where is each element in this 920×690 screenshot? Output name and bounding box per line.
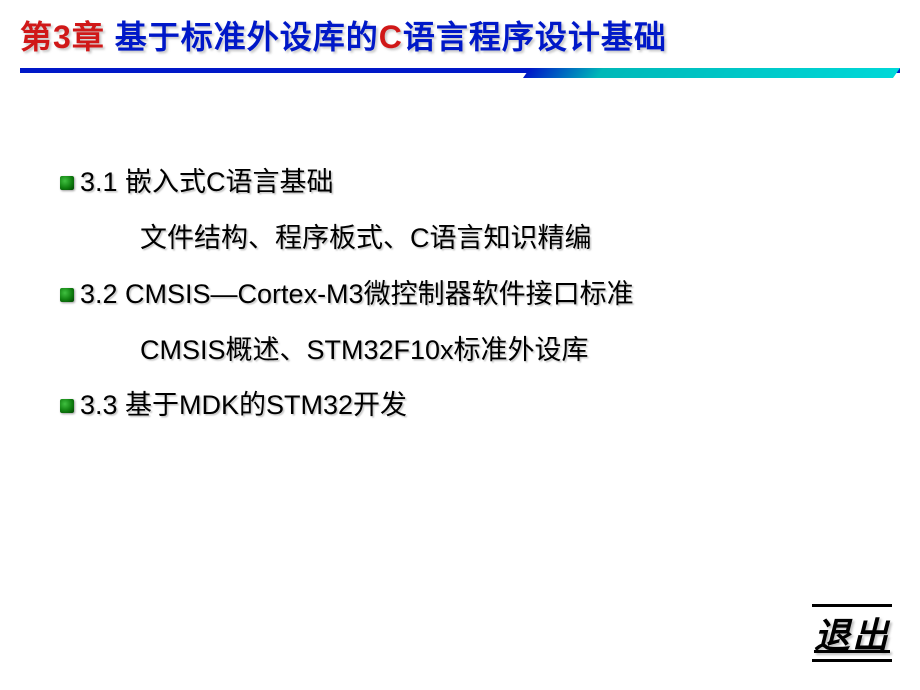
section-heading: 3.3 基于MDK的STM32开发	[80, 385, 407, 427]
title-divider	[20, 68, 900, 82]
bullet-icon	[60, 399, 74, 413]
divider-cyan-bar	[523, 68, 900, 78]
bullet-icon	[60, 176, 74, 190]
slide-title: 第3章 基于标准外设库的C语言程序设计基础	[20, 12, 900, 58]
title-region: 第3章 基于标准外设库的C语言程序设计基础	[0, 0, 920, 82]
section-sub: CMSIS概述、STM32F10x标准外设库	[140, 330, 870, 372]
content-area: 3.1 嵌入式C语言基础 文件结构、程序板式、C语言知识精编 3.2 CMSIS…	[0, 82, 920, 427]
title-part4: C	[379, 19, 403, 55]
title-part5: 语言程序设计基础	[403, 19, 667, 55]
section-heading: 3.2 CMSIS—Cortex-M3微控制器软件接口标准	[80, 274, 634, 316]
exit-button[interactable]: 退出	[812, 604, 892, 662]
bullet-icon	[60, 288, 74, 302]
title-part1: 第	[20, 19, 53, 55]
section-item: 3.2 CMSIS—Cortex-M3微控制器软件接口标准	[60, 274, 870, 316]
section-item: 3.1 嵌入式C语言基础	[60, 162, 870, 204]
title-part2: 3	[53, 19, 72, 55]
section-item: 3.3 基于MDK的STM32开发	[60, 385, 870, 427]
section-sub: 文件结构、程序板式、C语言知识精编	[140, 218, 870, 260]
section-heading: 3.1 嵌入式C语言基础	[80, 162, 334, 204]
title-part3-b: 基于标准外设库的	[115, 19, 379, 55]
title-part3-a: 章	[72, 19, 115, 55]
